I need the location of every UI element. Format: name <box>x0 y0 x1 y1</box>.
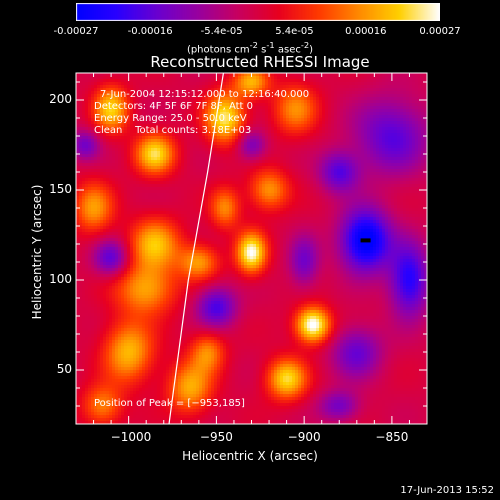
colorbar-tick-label: -0.00027 <box>53 26 99 37</box>
y-tick-label: 200 <box>49 92 72 106</box>
y-axis-ticks <box>76 81 427 407</box>
heatmap-image <box>76 73 427 424</box>
colorbar-tick-label: 5.4e-05 <box>275 26 314 37</box>
colorbar-tick-label: -0.00016 <box>127 26 173 37</box>
chart-title: Reconstructed RHESSI Image <box>150 53 370 71</box>
x-tick-label: −1000 <box>110 430 152 444</box>
energy-range-annotation: Energy Range: 25.0 - 50.0 keV <box>94 113 247 124</box>
x-tick-label: −900 <box>287 430 321 444</box>
y-tick-label: 150 <box>49 182 72 196</box>
colorbar-unit-label: (photons cm-2 s-1 asec-2) <box>186 40 314 56</box>
colorbar-tick-label: -5.4e-05 <box>200 26 243 37</box>
detectors-annotation: Detectors: 4F 5F 6F 7F 8F, Att 0 <box>94 101 254 112</box>
peak-position-annotation: Position of Peak = [−953,185] <box>94 398 245 409</box>
solar-limb-line <box>168 72 225 425</box>
x-tick-label: −950 <box>199 430 233 444</box>
colorbar-tick-label: 0.00016 <box>345 26 387 37</box>
colorbar-tick-labels: -0.00027 -0.00016 -5.4e-05 5.4e-05 0.000… <box>0 20 500 40</box>
y-tick-label: 50 <box>56 362 72 376</box>
y-axis-label: Heliocentric Y (arcsec) <box>30 184 44 320</box>
colorbar <box>76 3 440 21</box>
time-range-annotation: 7-Jun-2004 12:15:12.000 to 12:16:40.000 <box>100 89 310 100</box>
x-axis-ticks <box>75 73 428 424</box>
colorbar-tick-label: 0.00027 <box>419 26 461 37</box>
y-tick-label: 100 <box>49 272 72 286</box>
footer-timestamp: 17-Jun-2013 15:52 <box>400 485 494 496</box>
peak-marker <box>360 238 371 243</box>
counts-annotation: Clean Total counts: 3.18E+03 <box>94 125 252 136</box>
x-tick-label: −850 <box>375 430 409 444</box>
x-axis-label: Heliocentric X (arcsec) <box>182 449 318 463</box>
